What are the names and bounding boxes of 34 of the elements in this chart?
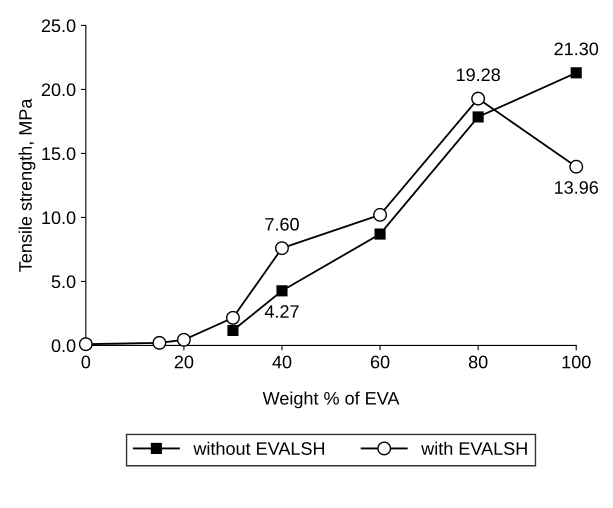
x-axis-title: Weight % of EVA (262, 391, 400, 408)
x-tick-label: 80 (468, 356, 488, 368)
data-label: 4.27 (264, 305, 299, 318)
y-tick-label: 5.0 (52, 275, 76, 288)
x-tick-label: 100 (562, 356, 591, 368)
x-tick-label: 60 (370, 356, 390, 368)
point (373, 208, 388, 222)
data-label: 21.30 (554, 42, 598, 56)
y-tick-label: 25.0 (42, 19, 76, 32)
x-tick-label: 40 (272, 356, 292, 368)
data-label: 7.60 (265, 218, 299, 231)
point (569, 160, 584, 174)
y-axis-title: Tensile strength, MPa (18, 98, 36, 272)
y-tick-label: 20.0 (42, 83, 76, 96)
point (471, 92, 486, 106)
legend-label: without EVALSH (193, 442, 324, 455)
point (226, 310, 240, 325)
point (152, 336, 166, 350)
point (374, 228, 386, 240)
point (276, 285, 288, 296)
y-tick-label: 0.0 (52, 339, 76, 352)
point (275, 241, 289, 256)
y-tick-label: 15.0 (42, 147, 76, 160)
point (176, 332, 191, 347)
point (472, 111, 484, 122)
point (78, 337, 93, 352)
legend-label: with EVALSH (421, 442, 527, 455)
point (570, 67, 582, 78)
data-label: 13.96 (555, 181, 598, 194)
point (227, 324, 238, 336)
x-tick-label: 0 (82, 356, 90, 368)
y-tick-label: 10.0 (42, 211, 76, 224)
x-tick-label: 20 (174, 356, 194, 368)
data-label: 19.28 (456, 68, 500, 82)
